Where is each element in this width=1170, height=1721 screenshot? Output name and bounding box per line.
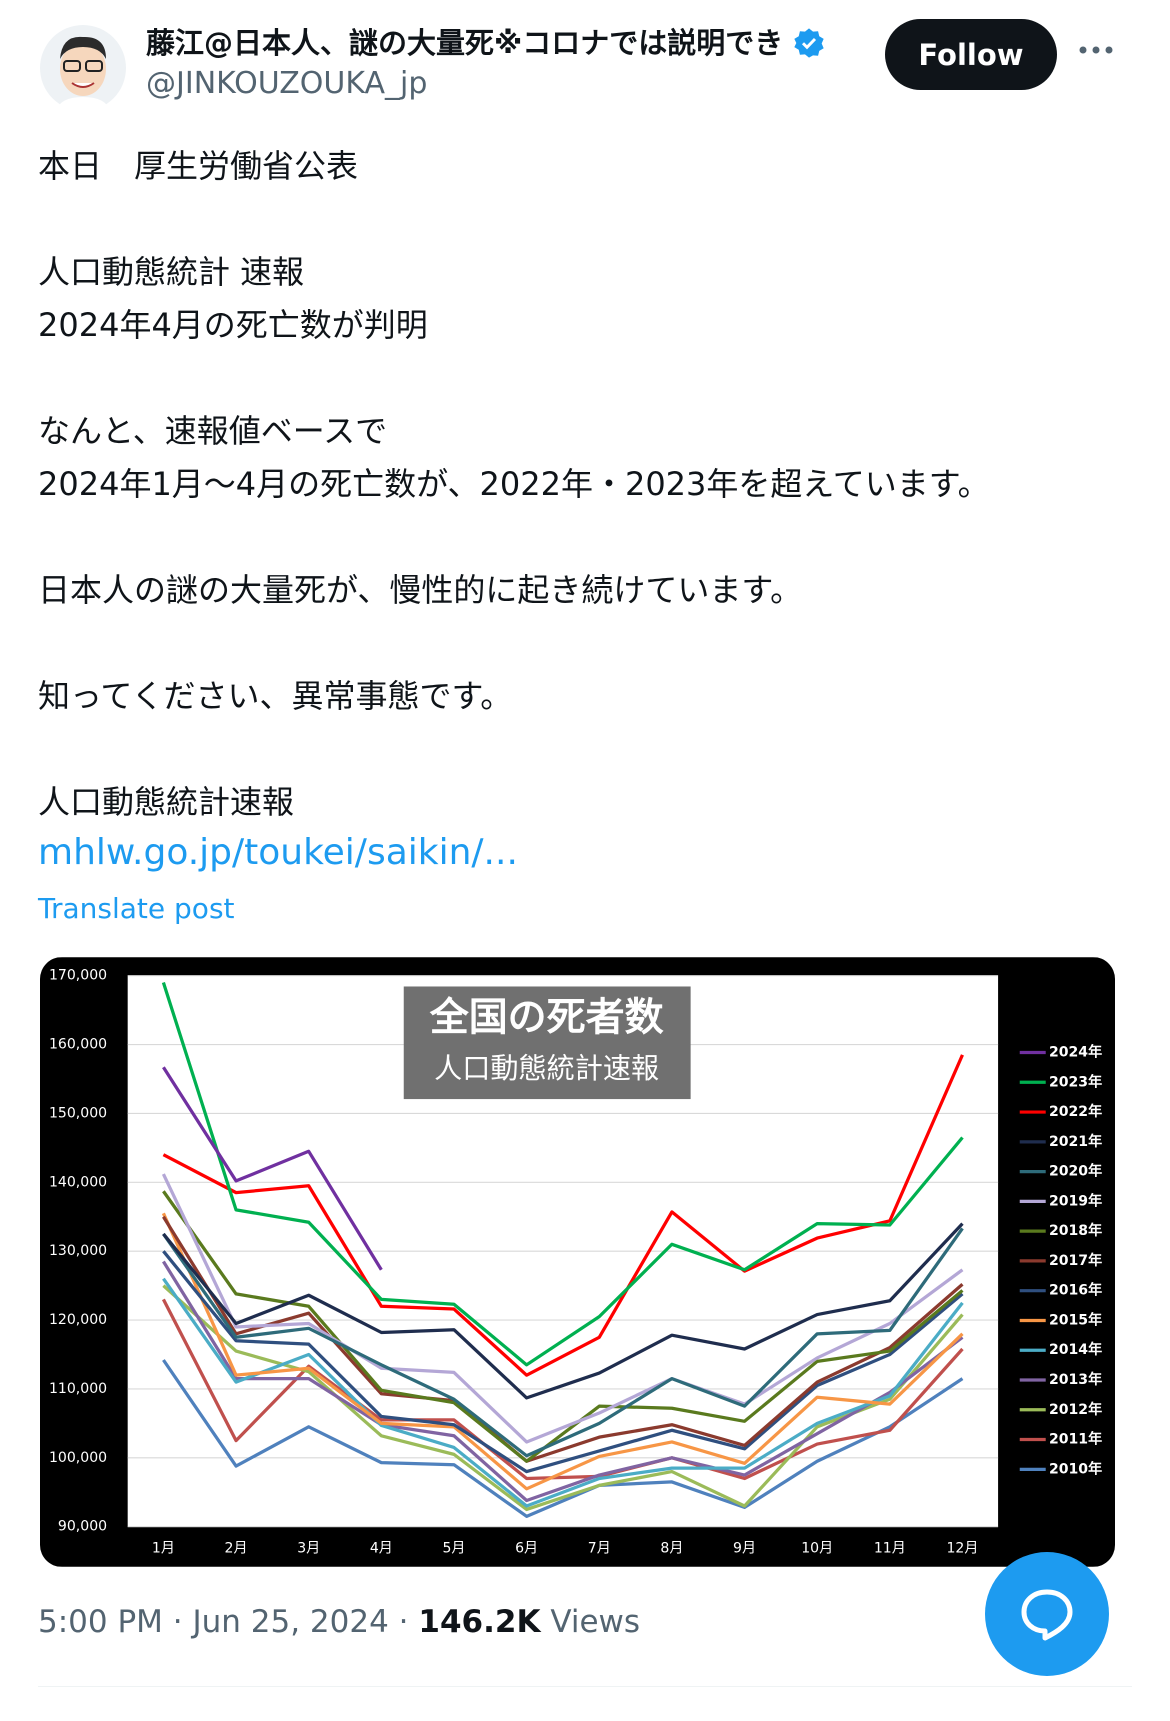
text-line: 人口動態統計速報 [38,783,295,821]
chart-title: 全国の死者数 [429,996,664,1041]
legend-label: 2023年 [1049,1073,1102,1090]
legend-label: 2011年 [1049,1431,1102,1448]
x-tick-label: 2月 [225,1540,248,1556]
text-line: 人口動態統計 速報 [38,253,305,291]
text-line: なんと、速報値ベースで [38,412,388,450]
x-tick-label: 12月 [946,1540,978,1556]
y-tick-label: 90,000 [58,1519,107,1535]
paragraph: 人口動態統計速報 [38,776,1138,829]
series-line [161,1173,964,1444]
x-tick-label: 4月 [370,1540,393,1556]
author-name-text[interactable]: 藤江@日本人、謎の大量死※コロナでは説明でき [146,26,784,60]
legend-label: 2024年 [1049,1044,1102,1061]
chart[interactable]: 90,000 100,000 110,000 120,000 130,000 140,00… [40,957,1115,1567]
text-line: 日本人の謎の大量死が、慢性的に起き続けています。 [38,571,803,609]
series-line [162,1359,964,1518]
legend-label: 2016年 [1049,1282,1102,1299]
chart-subtitle: 人口動態統計速報 [434,1052,659,1085]
series-line [162,1054,964,1377]
y-tick-label: 170,000 [49,968,107,984]
x-tick-label: 8月 [660,1540,683,1556]
text-line: 知ってください、異常事態です。 [38,677,513,715]
y-tick-label: 100,000 [49,1450,107,1466]
series-line [162,1190,964,1463]
text-line: 2024年4月の死亡数が判明 [38,306,428,344]
follow-button[interactable]: Follow [885,19,1057,90]
timestamp[interactable]: 5:00 PM · Jun 25, 2024 [38,1604,389,1640]
x-tick-label: 3月 [297,1540,320,1556]
verified-badge [794,28,824,58]
paragraph: 日本人の謎の大量死が、慢性的に起き続けています。 [38,564,1138,617]
series-line [161,1212,964,1491]
paragraph: なんと、速報値ベースで 2024年1月〜4月の死亡数が、2022年・2023年を超… [38,405,1138,511]
translate-link[interactable]: Translate post [38,892,235,925]
author-handle[interactable]: @JINKOUZOUKA_jp [146,66,428,101]
legend-label: 2013年 [1049,1371,1102,1388]
separator: · [398,1604,409,1640]
x-tick-label: 6月 [515,1540,538,1556]
title-box [403,986,691,1100]
legend-label: 2022年 [1049,1103,1102,1120]
legend-label: 2019年 [1049,1192,1102,1209]
legend-label: 2017年 [1049,1252,1102,1269]
more-button[interactable] [1078,44,1114,56]
y-tick-label: 140,000 [49,1174,107,1190]
legend-label: 2020年 [1049,1163,1102,1180]
legend-label: 2015年 [1049,1311,1102,1328]
x-tick-label: 7月 [588,1540,611,1556]
views-count: 146.2K [418,1604,541,1640]
chat-button[interactable] [985,1552,1109,1676]
text-line: 本日 厚生労働省公表 [38,147,359,185]
text-line: 2024年1月〜4月の死亡数が、2022年・2023年を超えています。 [38,465,990,503]
views-label: Views [550,1604,641,1640]
series-line [161,982,964,1367]
y-tick-label: 160,000 [49,1037,107,1053]
series-line [162,1222,964,1400]
post-link[interactable]: mhlw.go.jp/toukei/saikin/... [38,832,518,873]
paragraph: 知ってください、異常事態です。 [38,670,1138,723]
y-tick-label: 130,000 [49,1243,107,1259]
paragraph: 本日 厚生労働省公表 [38,140,1138,193]
x-tick-label: 11月 [874,1540,906,1556]
series-line [162,1215,964,1463]
series-line [162,1260,964,1503]
legend-label: 2021年 [1049,1133,1102,1150]
x-tick-label: 1月 [152,1540,175,1556]
divider [38,1686,1132,1687]
series-line [162,1250,964,1474]
avatar[interactable] [40,25,126,111]
author-name[interactable]: 藤江@日本人、謎の大量死※コロナでは説明でき [146,20,825,62]
legend-label: 2012年 [1049,1401,1102,1418]
post-text: 本日 厚生労働省公表 人口動態統計 速報 2024年4月の死亡数が判明 なんと、速報値… [38,140,1138,829]
legend-label: 2010年 [1049,1460,1102,1477]
series-line [162,1066,383,1271]
x-tick-label: 5月 [442,1540,465,1556]
series-line [162,1277,964,1508]
paragraph: 人口動態統計 速報 2024年4月の死亡数が判明 [38,246,1138,352]
legend-label: 2014年 [1049,1341,1102,1358]
post-meta: 5:00 PM · Jun 25, 2024 · 146.2K Views [38,1604,640,1640]
x-tick-label: 10月 [801,1540,833,1556]
y-tick-label: 150,000 [49,1105,107,1121]
legend-label: 2018年 [1049,1222,1102,1239]
y-tick-label: 120,000 [49,1312,107,1328]
y-tick-label: 110,000 [49,1381,107,1397]
series-line [162,1227,964,1458]
x-tick-label: 9月 [733,1540,756,1556]
